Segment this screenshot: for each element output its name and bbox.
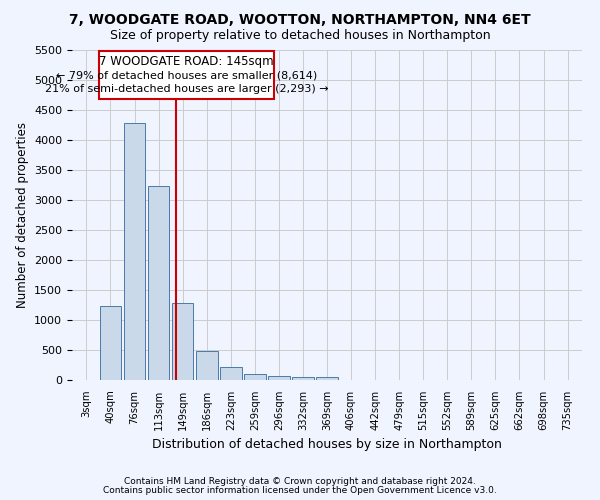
Y-axis label: Number of detached properties: Number of detached properties — [16, 122, 29, 308]
Bar — [292, 376, 314, 380]
FancyBboxPatch shape — [99, 51, 274, 99]
Bar — [124, 123, 145, 380]
Bar — [148, 186, 169, 380]
X-axis label: Distribution of detached houses by size in Northampton: Distribution of detached houses by size … — [152, 438, 502, 452]
Bar — [100, 306, 121, 380]
Text: 21% of semi-detached houses are larger (2,293) →: 21% of semi-detached houses are larger (… — [44, 84, 328, 94]
Text: 7 WOODGATE ROAD: 145sqm: 7 WOODGATE ROAD: 145sqm — [99, 56, 274, 68]
Bar — [268, 376, 290, 380]
Text: Size of property relative to detached houses in Northampton: Size of property relative to detached ho… — [110, 29, 490, 42]
Bar — [316, 377, 338, 380]
Bar — [172, 302, 193, 380]
Text: 7, WOODGATE ROAD, WOOTTON, NORTHAMPTON, NN4 6ET: 7, WOODGATE ROAD, WOOTTON, NORTHAMPTON, … — [69, 12, 531, 26]
Text: ← 79% of detached houses are smaller (8,614): ← 79% of detached houses are smaller (8,… — [56, 70, 317, 80]
Text: Contains HM Land Registry data © Crown copyright and database right 2024.: Contains HM Land Registry data © Crown c… — [124, 477, 476, 486]
Bar — [220, 367, 242, 380]
Bar — [244, 374, 266, 380]
Text: Contains public sector information licensed under the Open Government Licence v3: Contains public sector information licen… — [103, 486, 497, 495]
Bar — [196, 351, 218, 380]
